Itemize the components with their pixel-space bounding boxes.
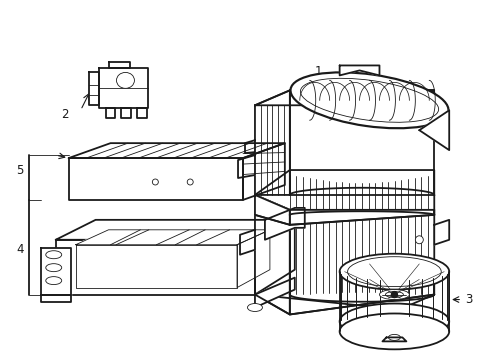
Ellipse shape bbox=[290, 72, 447, 128]
Polygon shape bbox=[68, 143, 285, 158]
Ellipse shape bbox=[379, 289, 408, 300]
Polygon shape bbox=[76, 230, 269, 245]
Ellipse shape bbox=[116, 72, 134, 88]
Circle shape bbox=[390, 292, 397, 298]
Polygon shape bbox=[254, 195, 289, 315]
Polygon shape bbox=[41, 294, 71, 302]
Polygon shape bbox=[68, 158, 243, 200]
Polygon shape bbox=[254, 170, 433, 210]
Ellipse shape bbox=[46, 264, 61, 272]
Polygon shape bbox=[433, 220, 448, 245]
Ellipse shape bbox=[339, 314, 448, 349]
Polygon shape bbox=[238, 155, 254, 178]
Polygon shape bbox=[99, 68, 148, 108]
Ellipse shape bbox=[46, 276, 61, 285]
Text: 4: 4 bbox=[16, 243, 24, 256]
Polygon shape bbox=[56, 220, 294, 240]
Polygon shape bbox=[254, 220, 294, 294]
Polygon shape bbox=[243, 143, 285, 200]
Text: 1: 1 bbox=[314, 66, 322, 78]
Polygon shape bbox=[41, 248, 71, 294]
Ellipse shape bbox=[247, 303, 262, 311]
Ellipse shape bbox=[339, 303, 448, 339]
Polygon shape bbox=[254, 90, 289, 195]
Polygon shape bbox=[254, 294, 433, 315]
Ellipse shape bbox=[385, 292, 403, 298]
Polygon shape bbox=[56, 240, 254, 294]
Polygon shape bbox=[108, 62, 130, 68]
Polygon shape bbox=[254, 195, 289, 225]
Polygon shape bbox=[289, 210, 433, 225]
Polygon shape bbox=[240, 230, 254, 255]
Ellipse shape bbox=[339, 254, 448, 289]
Polygon shape bbox=[339, 66, 379, 75]
Polygon shape bbox=[289, 210, 433, 315]
Ellipse shape bbox=[387, 334, 400, 340]
Polygon shape bbox=[419, 110, 448, 150]
Ellipse shape bbox=[46, 251, 61, 259]
Polygon shape bbox=[254, 278, 294, 307]
Polygon shape bbox=[121, 108, 131, 118]
Polygon shape bbox=[105, 108, 115, 118]
Polygon shape bbox=[237, 230, 269, 288]
Text: 2: 2 bbox=[61, 108, 68, 121]
Polygon shape bbox=[254, 90, 433, 105]
Ellipse shape bbox=[300, 78, 438, 122]
Polygon shape bbox=[264, 208, 304, 240]
Polygon shape bbox=[382, 337, 406, 341]
Polygon shape bbox=[88, 72, 99, 105]
Polygon shape bbox=[137, 108, 147, 118]
Polygon shape bbox=[76, 245, 237, 288]
Text: 5: 5 bbox=[17, 163, 24, 176]
Polygon shape bbox=[289, 90, 433, 195]
Text: 3: 3 bbox=[464, 293, 471, 306]
Ellipse shape bbox=[414, 236, 423, 244]
Polygon shape bbox=[244, 140, 254, 153]
Ellipse shape bbox=[347, 257, 440, 287]
